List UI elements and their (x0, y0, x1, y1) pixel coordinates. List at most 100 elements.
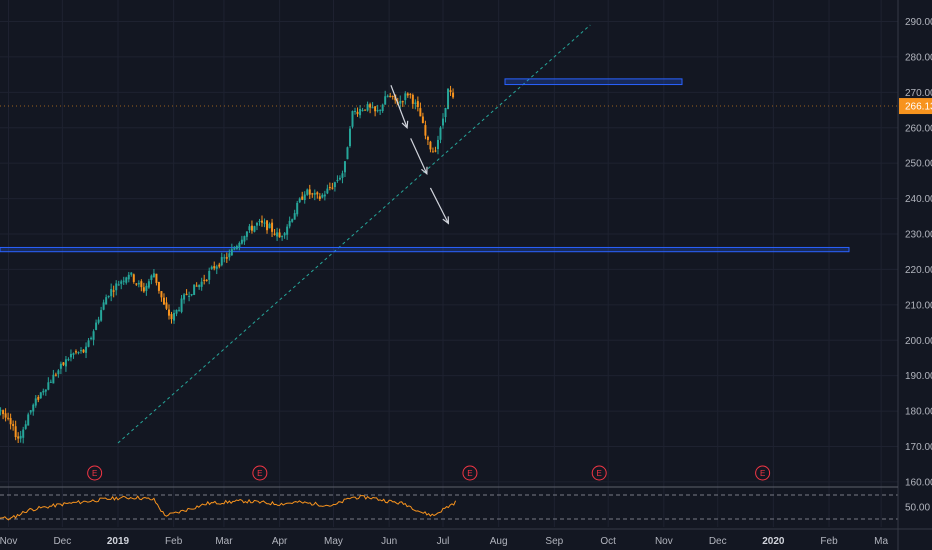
event-marker[interactable] (87, 465, 103, 481)
candle-body (323, 194, 326, 197)
time-tick-label: Dec (709, 536, 727, 547)
candle-body (444, 108, 447, 118)
candle-body (47, 382, 50, 390)
candle-body (366, 104, 369, 111)
projection-arrow-head[interactable] (401, 120, 409, 130)
candle-body (376, 110, 379, 112)
candle-body (225, 257, 228, 259)
candle-body (401, 101, 404, 103)
time-tick-label: Apr (272, 536, 288, 547)
candle-body (341, 173, 344, 178)
candle-body (384, 96, 387, 105)
candle-body (439, 127, 442, 140)
candle-body (67, 359, 70, 361)
candle-body (135, 283, 138, 285)
oscillator-level-label: 50.00 (905, 503, 930, 514)
candle-body (301, 196, 304, 200)
time-tick-label: Sep (545, 536, 563, 547)
projection-arrow-shaft[interactable] (410, 138, 428, 175)
candle-body (268, 223, 271, 229)
candle-body (253, 226, 256, 232)
projection-arrow-shaft[interactable] (390, 85, 408, 128)
event-marker[interactable] (462, 465, 478, 481)
candle-body (105, 297, 108, 305)
candle-body (359, 108, 362, 116)
candle-body (281, 236, 284, 238)
time-axis[interactable]: Nov Dec 2019 Feb Mar Apr May Jun Jul Aug Sep Oct Nov… (0, 528, 932, 547)
event-markers[interactable]: DEEEEE (0, 465, 771, 481)
candle-body (291, 219, 294, 222)
candle-body (4, 413, 7, 418)
candle-body (157, 281, 160, 291)
candle-body (293, 213, 296, 220)
candle-body (195, 285, 198, 287)
candle-body (52, 374, 55, 384)
candle-body (449, 90, 452, 92)
candle-body (283, 233, 286, 236)
candle-body (49, 381, 52, 383)
price-tick-label: 200.00 (905, 336, 932, 347)
candle-body (406, 93, 409, 96)
projection-arrow-head[interactable] (442, 216, 450, 225)
candle-body (165, 302, 168, 309)
candle-body (303, 194, 306, 201)
candle-body (127, 274, 130, 280)
candle-body (170, 314, 173, 320)
candle-body (178, 309, 181, 311)
support-zone[interactable] (0, 246, 850, 253)
candle-body (137, 282, 140, 285)
candle-body (436, 139, 439, 150)
candle-body (248, 226, 251, 231)
candle-body (7, 417, 10, 419)
candle-body (77, 352, 80, 354)
candle-body (72, 353, 75, 355)
projection-arrow-head[interactable] (421, 166, 428, 176)
candle-body (185, 293, 188, 295)
event-marker[interactable] (252, 465, 268, 481)
event-marker[interactable] (755, 465, 771, 481)
projection-arrow-shaft[interactable] (429, 187, 449, 224)
candle-body (321, 194, 324, 198)
candle-body (416, 101, 419, 108)
candle-body (152, 273, 155, 278)
candle-body (336, 179, 339, 181)
candle-body (102, 302, 105, 310)
candle-body (210, 266, 213, 269)
candle-body (409, 93, 412, 95)
candle-body (44, 389, 47, 392)
candle-body (271, 222, 274, 232)
candle-body (54, 374, 57, 376)
candle-body (140, 281, 143, 288)
candle-body (203, 279, 206, 281)
projection-arrows[interactable] (390, 85, 450, 225)
time-tick-label: Feb (820, 536, 838, 547)
price-tick-label: 290.00 (905, 17, 932, 28)
event-marker[interactable] (591, 465, 607, 481)
horizontal-levels[interactable] (0, 78, 850, 253)
candle-body (374, 106, 377, 112)
candle-body (318, 196, 321, 200)
candle-body (399, 100, 402, 104)
candle-body (218, 264, 221, 267)
oscillator-line (0, 495, 457, 521)
candle-body (215, 266, 218, 269)
candle-body (74, 351, 77, 353)
event-marker-label: E (92, 469, 97, 478)
time-tick-label: Mar (215, 536, 233, 547)
price-tick-label: 220.00 (905, 265, 932, 276)
candle-body (442, 118, 444, 126)
candle-body (132, 274, 135, 282)
candle-body (175, 309, 178, 314)
candle-body (120, 281, 123, 284)
candle-body (434, 150, 437, 152)
time-tick-label: Jul (437, 536, 450, 547)
resistance-zone[interactable] (504, 78, 683, 86)
time-tick-label: Aug (490, 536, 508, 547)
current-price-badge (899, 98, 932, 115)
candle-body (200, 281, 203, 287)
candle-body (34, 398, 37, 406)
candle-body (386, 95, 389, 97)
candle-body (261, 220, 264, 223)
